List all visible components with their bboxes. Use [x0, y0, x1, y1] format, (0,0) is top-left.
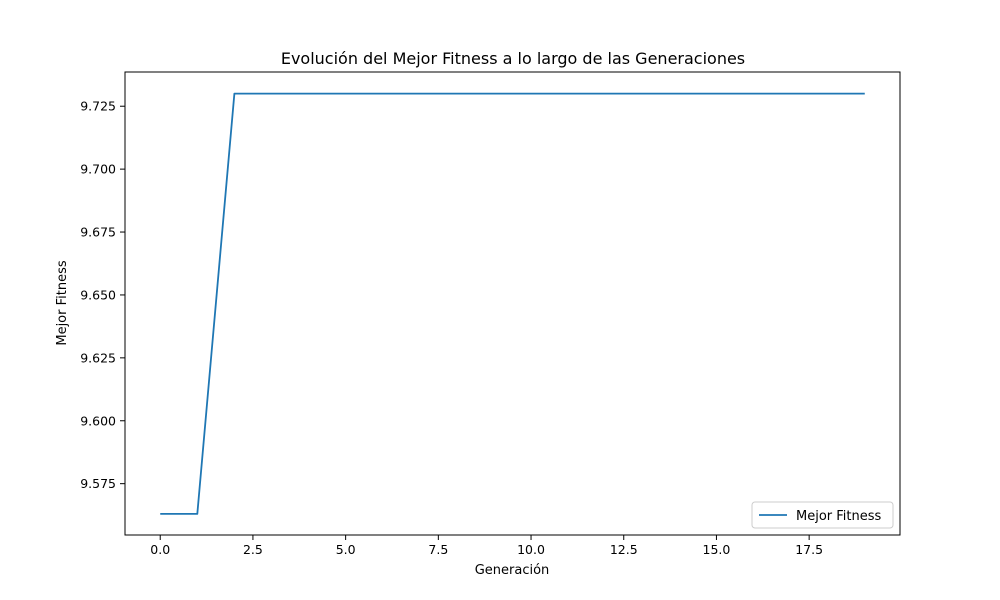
legend-box — [751, 501, 894, 529]
legend-label: Mejor Fitness — [796, 509, 882, 524]
y-tick-label: 9.625 — [80, 350, 116, 365]
y-axis-ticks: 9.575 9.600 9.625 9.650 9.675 9.700 9.725 — [80, 99, 125, 491]
series-line-0 — [160, 92, 865, 515]
y-tick-label: 9.700 — [80, 162, 116, 177]
x-tick-label: 10.0 — [517, 542, 545, 557]
x-tick-label: 0.0 — [150, 542, 170, 557]
x-axis-ticks: 0.0 2.5 5.0 7.5 10.0 12.5 15.0 17.5 — [150, 535, 823, 557]
plot-background — [125, 72, 900, 535]
plot-area: 0.0 2.5 5.0 7.5 10.0 12.5 15.0 17.5 9.5759.6009… — [80, 71, 901, 557]
y-axis-label: Mejor Fitness — [55, 260, 70, 346]
x-tick-label: 5.0 — [336, 542, 356, 557]
y-tick-label: 9.725 — [80, 99, 116, 114]
series-layer — [160, 92, 865, 515]
chart-title: Evolución del Mejor Fitness a lo largo d… — [281, 49, 745, 68]
x-tick-label: 15.0 — [703, 542, 731, 557]
x-tick-label: 12.5 — [610, 542, 638, 557]
x-axis-label: Generación — [475, 563, 550, 578]
x-tick-label: 2.5 — [243, 542, 263, 557]
y-tick-label: 9.675 — [80, 225, 116, 240]
x-tick-label: 17.5 — [795, 542, 823, 557]
x-tick-label: 7.5 — [428, 542, 448, 557]
y-tick-label: 9.650 — [80, 287, 116, 302]
y-tick-label: 9.600 — [80, 413, 116, 428]
plot-frame — [124, 71, 901, 536]
y-tick-label: 9.575 — [80, 476, 116, 491]
legend: Mejor Fitness — [751, 501, 894, 529]
